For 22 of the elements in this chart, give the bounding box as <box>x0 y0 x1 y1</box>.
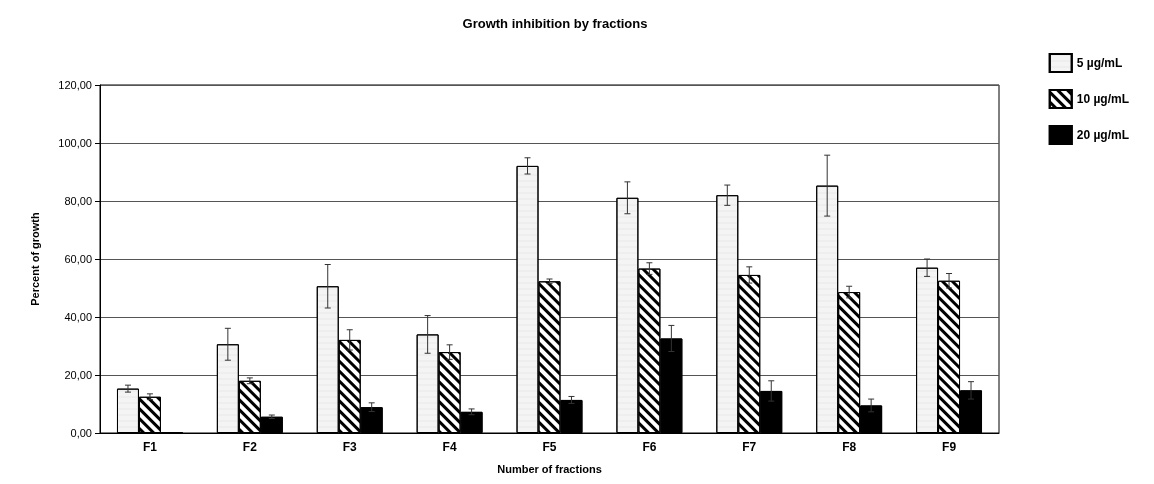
y-tick-label: 120,00 <box>58 79 92 91</box>
y-axis-title: Percent of growth <box>28 211 41 306</box>
y-tick-label: 0,00 <box>70 427 92 439</box>
x-tick-label: F6 <box>642 440 657 454</box>
x-tick-label: F7 <box>742 440 757 454</box>
legend-label: 20 µg/mL <box>1076 128 1130 142</box>
legend-label: 10 µg/mL <box>1076 92 1130 106</box>
x-tick-label: F8 <box>842 440 857 454</box>
x-tick-label: F2 <box>242 440 258 454</box>
chart-title: Growth inhibition by fractions <box>462 16 648 31</box>
x-tick-label: F5 <box>542 440 557 454</box>
y-tick-label: 40,00 <box>64 311 92 323</box>
legend-label: 5 µg/mL <box>1076 56 1123 70</box>
x-tick-label: F1 <box>142 440 158 454</box>
x-axis-title: Number of fractions <box>497 462 602 475</box>
x-tick-label: F3 <box>342 440 358 454</box>
y-tick-label: 60,00 <box>64 253 92 265</box>
y-tick-label: 20,00 <box>64 369 92 381</box>
x-tick-label: F4 <box>442 440 457 454</box>
y-tick-label: 100,00 <box>58 137 92 149</box>
x-tick-label: F9 <box>942 440 957 454</box>
y-tick-label: 80,00 <box>64 195 92 207</box>
